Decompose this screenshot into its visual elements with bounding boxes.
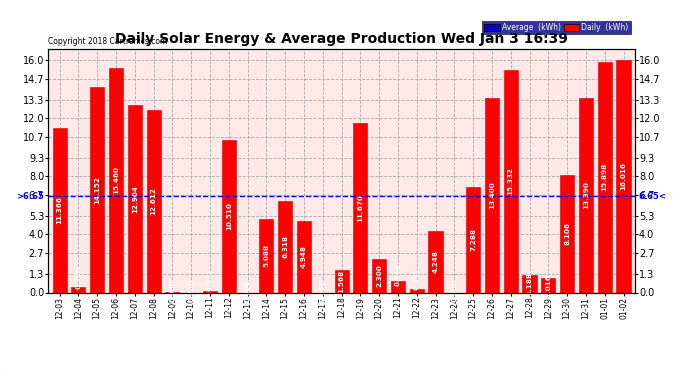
Bar [560, 175, 574, 292]
Text: 10.510: 10.510 [226, 202, 232, 230]
Bar [522, 275, 537, 292]
Bar [146, 110, 161, 292]
Text: 14.152: 14.152 [94, 176, 100, 204]
Text: 0.000: 0.000 [451, 279, 457, 302]
Text: 1.568: 1.568 [339, 270, 344, 293]
Bar [128, 105, 142, 292]
Text: 7.288: 7.288 [470, 228, 476, 251]
Bar [52, 128, 67, 292]
Text: 6.318: 6.318 [282, 235, 288, 258]
Text: 15.898: 15.898 [602, 163, 608, 191]
Bar [259, 219, 273, 292]
Text: 4.948: 4.948 [301, 245, 307, 268]
Text: 1.188: 1.188 [526, 272, 533, 296]
Text: 4.248: 4.248 [433, 250, 439, 273]
Text: 2.300: 2.300 [376, 264, 382, 287]
Bar [616, 60, 631, 292]
Text: 0.006: 0.006 [169, 279, 175, 302]
Text: 0.812: 0.812 [395, 263, 401, 286]
Text: 11.670: 11.670 [357, 194, 364, 222]
Bar [428, 231, 442, 292]
Bar [71, 287, 86, 292]
Bar [410, 289, 424, 292]
Title: Daily Solar Energy & Average Production Wed Jan 3 16:39: Daily Solar Energy & Average Production … [115, 32, 568, 46]
Text: 11.366: 11.366 [57, 196, 63, 224]
Text: 8.106: 8.106 [564, 222, 570, 245]
Bar [372, 259, 386, 292]
Text: 1.016: 1.016 [545, 274, 551, 297]
Bar [221, 140, 236, 292]
Text: 13.400: 13.400 [489, 182, 495, 209]
Text: 6.65<: 6.65< [639, 192, 667, 201]
Text: 0.000: 0.000 [188, 279, 194, 302]
Legend: Average  (kWh), Daily  (kWh): Average (kWh), Daily (kWh) [482, 21, 631, 34]
Bar [109, 68, 123, 292]
Text: Copyright 2018 Cartronics.com: Copyright 2018 Cartronics.com [48, 38, 168, 46]
Text: 13.390: 13.390 [583, 182, 589, 209]
Bar [335, 270, 348, 292]
Text: 5.088: 5.088 [264, 244, 269, 267]
Text: 12.904: 12.904 [132, 185, 138, 213]
Bar [203, 291, 217, 292]
Text: 0.000: 0.000 [244, 279, 250, 302]
Bar [466, 187, 480, 292]
Text: 0.356: 0.356 [75, 266, 81, 289]
Bar [504, 70, 518, 292]
Text: >6.65: >6.65 [17, 192, 44, 201]
Text: 0.000: 0.000 [319, 279, 326, 302]
Bar [598, 62, 612, 292]
Bar [541, 278, 555, 292]
Bar [579, 98, 593, 292]
Bar [278, 201, 292, 292]
Bar [297, 221, 311, 292]
Text: 16.016: 16.016 [620, 162, 627, 190]
Text: 0.072: 0.072 [207, 268, 213, 291]
Bar [90, 87, 104, 292]
Bar [391, 281, 405, 292]
Text: 15.332: 15.332 [508, 167, 514, 195]
Text: 15.460: 15.460 [113, 166, 119, 194]
Bar [353, 123, 367, 292]
Text: 12.612: 12.612 [150, 187, 157, 215]
Text: 0.240: 0.240 [414, 267, 420, 290]
Bar [485, 98, 499, 292]
